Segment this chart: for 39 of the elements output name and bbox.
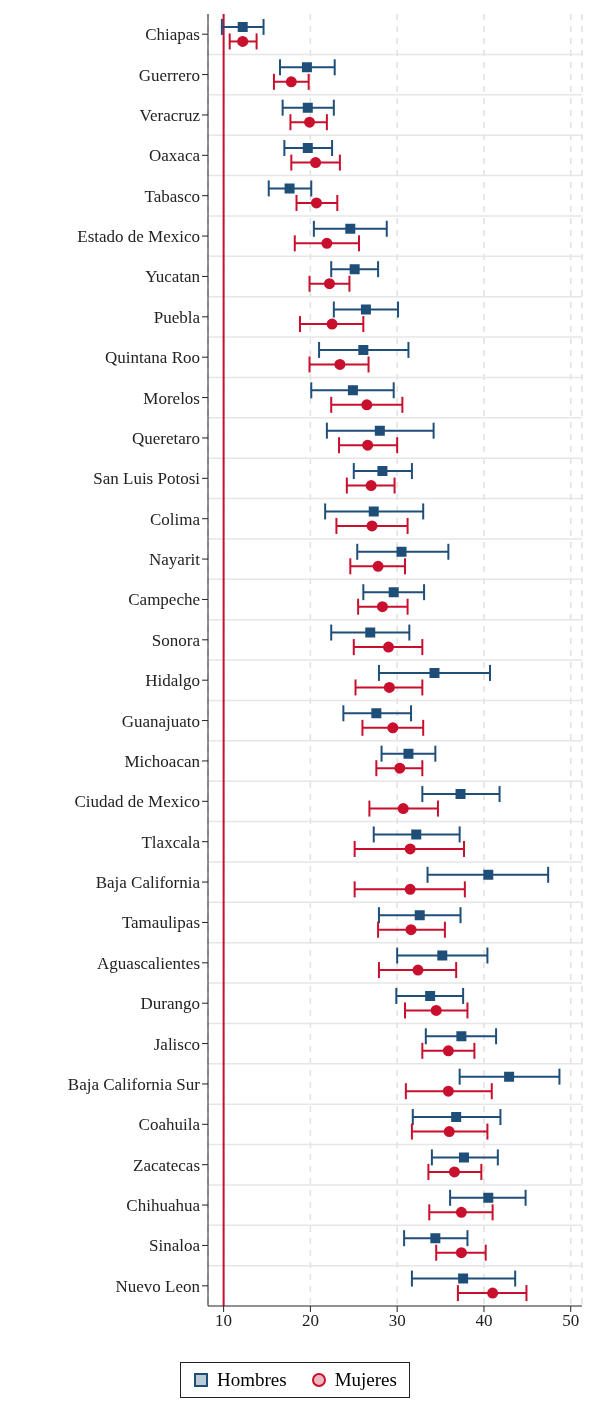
y-tick-label: Nayarit (149, 550, 201, 570)
y-tick-label: Queretaro (132, 428, 200, 448)
y-tick-label: Puebla (153, 307, 201, 327)
y-tick-label: Morelos (143, 388, 200, 408)
y-tick-label: Sinaloa (149, 1236, 201, 1256)
y-tick-label: Tlaxcala (141, 832, 201, 852)
y-tick-label: Chihuahua (126, 1196, 201, 1216)
x-tick-label: 20 (301, 1311, 319, 1331)
x-tick-label: 30 (388, 1311, 406, 1331)
y-tick-label: Yucatan (145, 267, 201, 287)
y-tick-label: Tamaulipas (121, 913, 200, 933)
y-tick-label: Baja California Sur (67, 1074, 201, 1094)
y-tick-label: Coahuila (138, 1115, 201, 1135)
legend-label: Mujeres (334, 1369, 397, 1391)
y-tick-label: Michoacan (124, 751, 201, 771)
y-tick-label: Zacatecas (133, 1155, 200, 1175)
x-tick-label: 50 (562, 1311, 580, 1331)
y-tick-label: Baja California (95, 873, 201, 893)
x-tick-label: 10 (215, 1311, 233, 1331)
y-tick-label: Campeche (128, 590, 200, 610)
x-tick-label: 40 (475, 1311, 493, 1331)
y-tick-label: Durango (140, 994, 200, 1014)
y-tick-label: Tabasco (144, 186, 200, 206)
y-tick-label: Oaxaca (149, 146, 201, 166)
y-tick-label: Veracruz (139, 105, 201, 125)
y-tick-label: Hidalgo (145, 671, 200, 691)
y-tick-label: Guanajuato (121, 711, 200, 731)
y-tick-label: Sonora (151, 630, 201, 650)
y-tick-label: San Luis Potosi (93, 469, 201, 489)
y-tick-label: Aguascalientes (97, 953, 200, 973)
y-tick-label: Chiapas (145, 25, 200, 45)
y-tick-label: Quintana Roo (105, 348, 200, 368)
y-tick-label: Estado de Mexico (77, 227, 200, 247)
legend-label: Hombres (217, 1369, 287, 1391)
y-tick-label: Jalisco (153, 1034, 200, 1054)
y-tick-label: Nuevo Leon (115, 1276, 201, 1296)
y-tick-label: Ciudad de Mexico (74, 792, 200, 812)
y-tick-label: Guerrero (138, 65, 200, 85)
y-tick-label: Colima (149, 509, 201, 529)
